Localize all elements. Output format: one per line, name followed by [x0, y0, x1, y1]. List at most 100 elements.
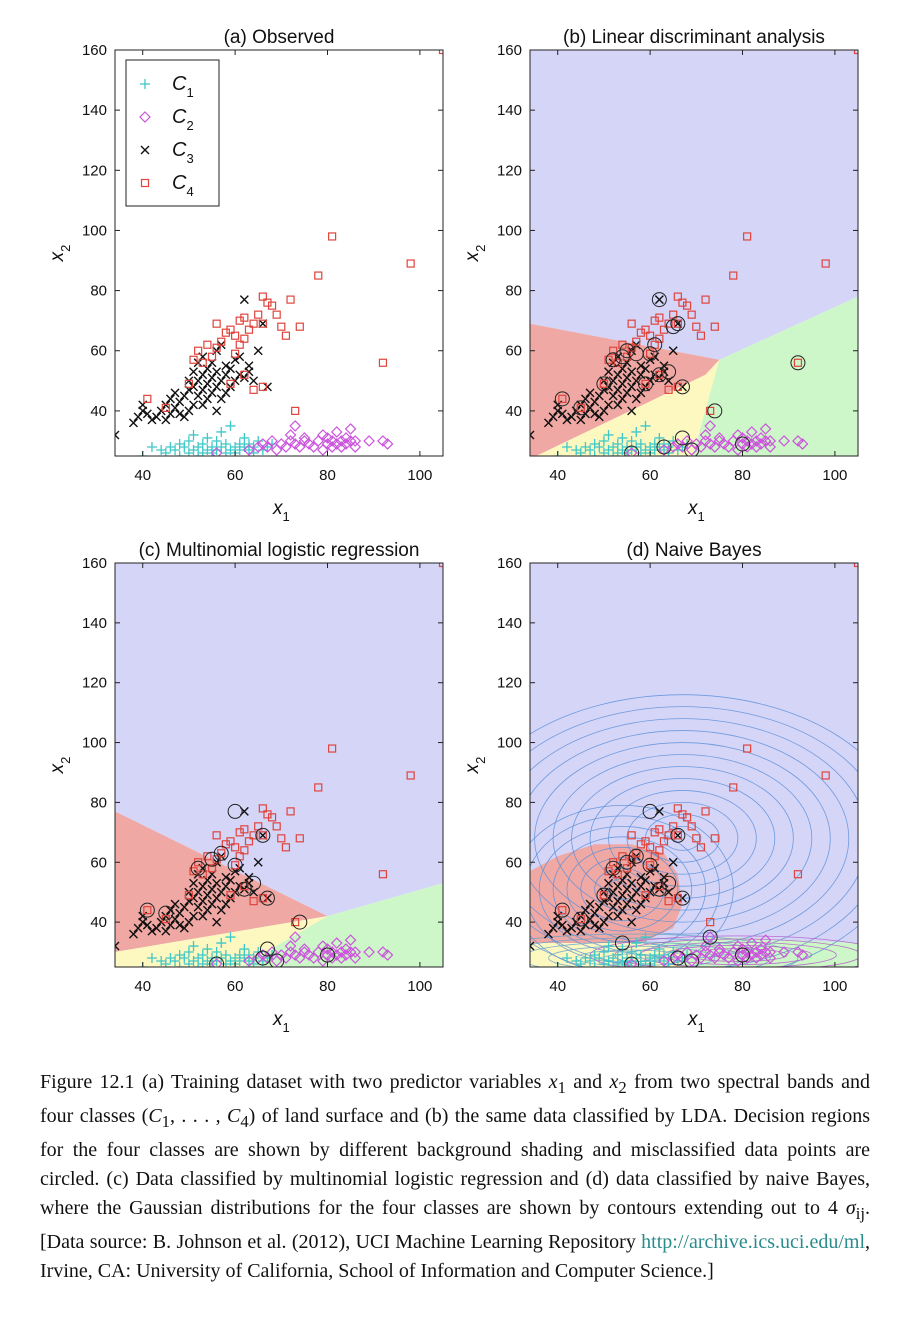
point-c3: [262, 382, 272, 392]
point-c1: [202, 432, 213, 443]
point-c1: [603, 941, 614, 952]
point-c3: [221, 361, 231, 371]
misclassified-circle: [637, 376, 653, 392]
x-tick-label: 40: [549, 978, 566, 995]
point-c3: [590, 409, 600, 419]
point-c2: [764, 952, 777, 964]
point-c2: [326, 435, 338, 447]
point-c4: [682, 813, 692, 822]
point-c1: [594, 441, 605, 452]
point-c4: [258, 292, 267, 301]
x-axis-label-sub: 1: [698, 1020, 705, 1035]
point-c2: [335, 952, 348, 964]
point-c2: [755, 943, 767, 955]
point-c3: [193, 887, 203, 897]
point-c3: [202, 379, 212, 389]
point-c3: [650, 370, 660, 380]
panel-b-plot-area: [530, 50, 858, 456]
y-tick-label: 160: [82, 555, 107, 572]
point-c4: [244, 837, 254, 846]
caption-text-2: from two spectral bands and four classes…: [40, 1071, 870, 1127]
point-c4: [184, 891, 194, 900]
point-c4: [664, 319, 673, 328]
point-c3: [170, 899, 180, 909]
point-c4: [277, 322, 286, 331]
point-c4: [240, 370, 249, 379]
point-c2: [326, 952, 338, 964]
point-c3: [184, 917, 194, 927]
point-c4: [609, 346, 618, 355]
x-tick-label: 100: [822, 978, 847, 995]
point-c1: [589, 451, 600, 456]
x-tick-label: 100: [407, 467, 432, 484]
panel-d-plot-area: [530, 563, 858, 967]
point-c3: [212, 406, 222, 416]
point-c2: [745, 438, 758, 450]
point-c2: [363, 946, 375, 958]
point-c3: [221, 881, 231, 891]
point-c4: [664, 385, 673, 394]
caption-class-c4-sub: 4: [240, 1112, 249, 1131]
misclassified-circle: [651, 292, 667, 308]
point-c4: [378, 358, 388, 367]
caption-link[interactable]: http://archive.ics.uci.edu/ml: [641, 1231, 865, 1253]
point-c2: [764, 946, 777, 958]
region-c4: [115, 563, 443, 917]
point-c4: [655, 825, 664, 834]
point-c2: [718, 438, 730, 450]
y-tick-label: 120: [497, 162, 522, 179]
point-c4: [244, 325, 254, 334]
point-c1: [211, 947, 222, 958]
point-c4: [291, 918, 300, 927]
point-c4: [286, 807, 295, 816]
point-c2: [289, 931, 302, 943]
point-c4: [604, 355, 613, 364]
point-c3: [193, 391, 203, 401]
point-c4: [295, 834, 304, 843]
point-c4: [599, 891, 609, 900]
point-c3: [193, 902, 203, 912]
y-tick-label: 40: [505, 403, 522, 420]
point-c2: [377, 946, 389, 958]
point-c4: [189, 355, 198, 364]
point-c2: [284, 429, 297, 441]
point-c3: [608, 869, 618, 879]
point-c4: [682, 301, 692, 310]
point-c3: [677, 382, 687, 392]
y-tick-label: 160: [82, 42, 107, 59]
point-c4: [687, 310, 696, 319]
point-c2: [289, 438, 302, 450]
point-c3: [543, 418, 553, 428]
point-c3: [631, 394, 641, 404]
x-tick-label: 60: [227, 978, 244, 995]
point-c4: [558, 906, 567, 915]
y-tick-label: 80: [505, 794, 522, 811]
point-c4: [641, 891, 650, 900]
point-c3: [604, 878, 614, 888]
misclassified-circle: [619, 343, 635, 359]
caption-sigma-sub: ij: [855, 1204, 865, 1223]
misclassified-circle: [674, 890, 690, 906]
point-c1: [160, 959, 171, 967]
point-c2: [303, 949, 315, 961]
panel-c: 40 60 80 100 40 60 80 100 120 140 160 x1 x2 (c) Multi…: [47, 540, 444, 1035]
point-c4: [673, 804, 682, 813]
point-c3: [212, 878, 222, 888]
point-c1: [211, 435, 222, 446]
misclassified-circle: [670, 316, 686, 332]
point-c3: [613, 881, 623, 891]
misclassified-circle: [642, 346, 658, 362]
point-c3: [207, 388, 217, 398]
point-c3: [590, 920, 600, 930]
point-c2: [759, 934, 772, 946]
point-c3: [239, 295, 249, 305]
point-c3: [608, 391, 618, 401]
point-c4: [231, 349, 240, 358]
point-c4: [258, 319, 267, 328]
point-c4: [249, 319, 258, 328]
point-c3: [207, 899, 217, 909]
point-c2: [330, 949, 343, 961]
point-c3: [202, 890, 212, 900]
y-tick-label: 40: [505, 914, 522, 931]
legend-label-sub: 2: [186, 118, 193, 133]
